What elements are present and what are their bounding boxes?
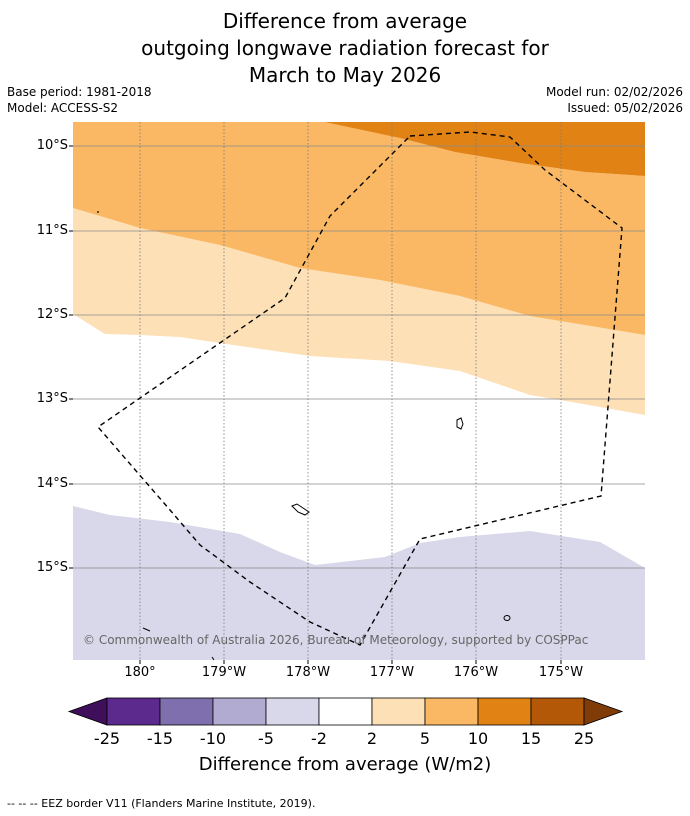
eez-legend: -- -- -- EEZ border V11 (Flanders Marine… xyxy=(7,797,316,810)
chart-title: Difference from average outgoing longwav… xyxy=(0,8,690,89)
colorbar-segment xyxy=(477,697,532,726)
island-small-southeast xyxy=(503,615,511,621)
colorbar-segment xyxy=(530,697,585,726)
model-name: Model: ACCESS-S2 xyxy=(7,101,119,115)
issued-date: Issued: 05/02/2026 xyxy=(567,101,683,115)
lon-ticks xyxy=(139,660,562,664)
colorbar-segment xyxy=(265,697,320,726)
colorbar-segment xyxy=(371,697,426,726)
colorbar-segment xyxy=(318,697,373,726)
colorbar-extend-low xyxy=(67,697,108,726)
lat-label-13s: 13°S xyxy=(36,391,68,406)
latitude-gridlines xyxy=(73,145,645,569)
colorbar-tick-label: 10 xyxy=(467,729,489,748)
lon-label-179w: 179°W xyxy=(201,665,247,680)
meta-right: Model run: 02/02/2026 Issued: 05/02/2026 xyxy=(546,84,683,116)
colorbar-extend-high xyxy=(583,697,624,726)
title-line-3: March to May 2026 xyxy=(248,63,442,87)
colorbar xyxy=(67,697,624,726)
colorbar-segment xyxy=(424,697,479,726)
colorbar-tick-label: -25 xyxy=(93,729,121,748)
longitude-gridlines xyxy=(139,122,562,660)
colorbar-segment xyxy=(106,697,161,726)
island-small-north xyxy=(97,211,99,213)
colorbar-tick-label: 2 xyxy=(366,729,378,748)
anomaly-band-5-to-10 xyxy=(73,122,645,335)
colorbar-tick-label: 5 xyxy=(419,729,431,748)
colorbar-tick-label: -2 xyxy=(311,729,327,748)
island-upolu xyxy=(291,503,310,516)
base-period: Base period: 1981-2018 xyxy=(7,85,152,99)
lon-label-177w: 177°W xyxy=(369,665,415,680)
model-run: Model run: 02/02/2026 xyxy=(545,85,683,99)
anomaly-band-minus5-to-minus2 xyxy=(73,506,645,660)
title-line-1: Difference from average xyxy=(222,9,468,33)
colorbar-segment xyxy=(159,697,214,726)
lat-label-15s: 15°S xyxy=(36,560,68,575)
colorbar-tick-label: -5 xyxy=(258,729,274,748)
anomaly-band-2-to-5 xyxy=(73,208,645,415)
lat-label-12s: 12°S xyxy=(36,307,68,322)
lat-ticks xyxy=(69,145,73,569)
eez-border xyxy=(96,131,623,646)
lon-label-178w: 178°W xyxy=(285,665,331,680)
colorbar-tick-label: -15 xyxy=(146,729,174,748)
lon-label-175w: 175°W xyxy=(538,665,584,680)
lat-label-11s: 11°S xyxy=(36,223,68,238)
meta-left: Base period: 1981-2018 Model: ACCESS-S2 xyxy=(7,84,152,116)
lon-label-176w: 176°W xyxy=(453,665,499,680)
lat-label-14s: 14°S xyxy=(36,476,68,491)
island-small-southwest xyxy=(142,627,151,632)
colorbar-title: Difference from average (W/m2) xyxy=(198,754,492,775)
colorbar-tick-label: 25 xyxy=(573,729,595,748)
island-small-south xyxy=(211,656,215,660)
anomaly-band-10-to-15 xyxy=(325,122,645,176)
colorbar-segment xyxy=(212,697,267,726)
colorbar-tick-label: -10 xyxy=(199,729,227,748)
lon-label-180: 180° xyxy=(124,665,156,680)
title-line-2: outgoing longwave radiation forecast for xyxy=(141,36,549,60)
colorbar-tick-label: 15 xyxy=(520,729,542,748)
island-tutuila xyxy=(456,417,464,430)
copyright-notice: © Commonwealth of Australia 2026, Bureau… xyxy=(83,633,589,647)
map-panel xyxy=(73,122,645,660)
lat-label-10s: 10°S xyxy=(36,138,68,153)
